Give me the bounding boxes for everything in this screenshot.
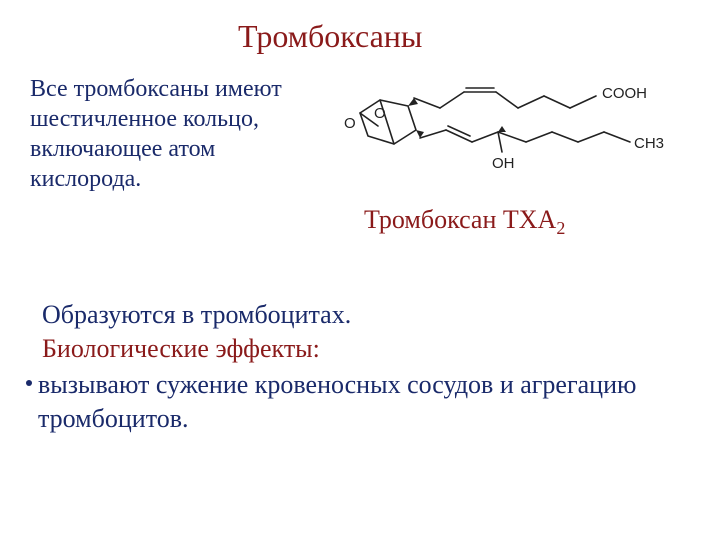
structure-caption: Тромбоксан TXA2	[364, 205, 565, 239]
o-label-1: O	[344, 115, 356, 132]
bullet-icon	[26, 380, 32, 386]
slide-title: Тромбоксаны	[238, 18, 422, 55]
chemical-structure: O O COOH OH CH3	[320, 58, 690, 188]
cooh-label: COOH	[602, 85, 647, 102]
body-line-2: Биологические эффекты:	[42, 334, 320, 364]
o-label-2: O	[374, 105, 386, 122]
bullet-item: вызывают сужение кровеносных сосудов и а…	[30, 368, 670, 436]
description-text: Все тромбоксаны имеют шестичленное кольц…	[30, 74, 330, 194]
bullet-text: вызывают сужение кровеносных сосудов и а…	[38, 368, 670, 436]
oh-label: OH	[492, 155, 515, 172]
caption-name: Тромбоксан TXA	[364, 205, 556, 234]
caption-subscript: 2	[556, 218, 565, 238]
ch3-label: CH3	[634, 135, 664, 152]
molecule-lines	[360, 88, 630, 152]
body-line-1: Образуются в тромбоцитах.	[42, 300, 351, 330]
